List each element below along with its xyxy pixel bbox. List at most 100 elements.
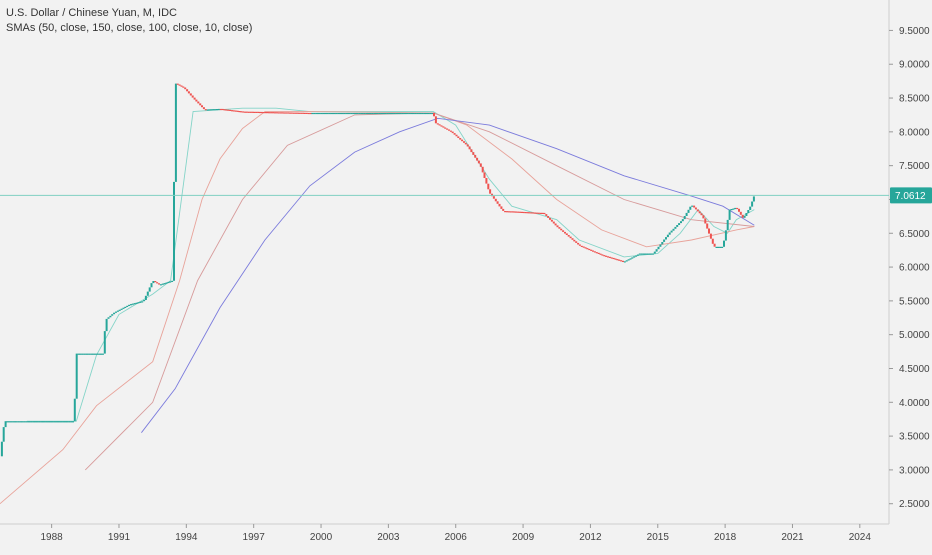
price-candle xyxy=(90,353,93,355)
price-candle xyxy=(521,211,523,213)
symbol-title[interactable]: U.S. Dollar / Chinese Yuan, M, IDC xyxy=(6,7,177,19)
price-candle xyxy=(709,233,712,239)
price-candle xyxy=(700,213,703,216)
price-candle xyxy=(702,215,705,219)
price-candle xyxy=(345,112,348,115)
price-candle xyxy=(496,201,499,204)
price-candle xyxy=(631,257,634,259)
price-candle xyxy=(62,421,65,423)
price-candle xyxy=(607,256,609,258)
price-candle xyxy=(298,112,301,114)
price-candle xyxy=(107,317,110,319)
price-candle xyxy=(449,130,452,132)
price-candle xyxy=(150,283,153,288)
price-candle xyxy=(534,212,536,214)
price-candle xyxy=(470,149,473,153)
price-candle xyxy=(156,282,159,284)
price-candle xyxy=(199,103,202,106)
price-candle xyxy=(586,248,589,250)
price-candle xyxy=(10,421,13,423)
price-candle xyxy=(584,247,587,249)
price-candle xyxy=(502,208,505,211)
price-candle xyxy=(103,331,106,354)
price-candle xyxy=(223,109,226,111)
price-candle xyxy=(738,208,740,212)
price-candle xyxy=(564,231,566,234)
x-tick-label: 2009 xyxy=(512,532,535,543)
price-candle xyxy=(133,303,136,305)
y-tick-label: 2.5000 xyxy=(899,499,930,510)
price-candle xyxy=(17,421,20,423)
price-candle xyxy=(249,111,252,113)
price-candle xyxy=(670,230,673,233)
price-candle xyxy=(595,252,598,254)
price-candle xyxy=(612,257,615,260)
price-candle xyxy=(582,246,585,248)
price-candle xyxy=(378,112,381,115)
price-candle xyxy=(290,112,293,114)
price-candle xyxy=(506,211,508,213)
price-candle xyxy=(25,421,28,423)
price-candle xyxy=(137,302,140,304)
price-candle xyxy=(545,214,548,216)
price-candle xyxy=(4,421,7,428)
y-tick-label: 9.0000 xyxy=(899,60,930,71)
price-candle xyxy=(208,109,211,111)
price-candle xyxy=(367,112,370,115)
price-candle xyxy=(8,421,11,423)
y-tick-label: 4.0000 xyxy=(899,398,930,409)
price-candle xyxy=(464,142,467,145)
price-candle xyxy=(111,314,114,316)
price-candle xyxy=(414,112,417,115)
price-candle xyxy=(45,421,48,423)
price-candle xyxy=(86,353,89,355)
price-candle xyxy=(375,112,377,115)
price-candle xyxy=(229,109,232,111)
price-candle xyxy=(184,87,187,90)
price-candle xyxy=(530,212,533,214)
price-candle xyxy=(474,154,477,158)
price-candle xyxy=(687,209,690,213)
price-candle xyxy=(148,287,151,292)
current-price-badge xyxy=(890,187,932,204)
price-candle xyxy=(275,112,278,114)
price-candle xyxy=(522,211,525,214)
price-candle xyxy=(655,249,658,252)
price-candle xyxy=(646,253,649,255)
price-candle xyxy=(549,217,551,220)
x-tick-label: 2006 xyxy=(445,532,468,543)
price-candle xyxy=(193,97,196,100)
price-candle xyxy=(72,421,74,423)
price-candle xyxy=(676,225,679,227)
price-candle xyxy=(14,421,16,423)
price-candle xyxy=(483,172,486,178)
price-candle xyxy=(651,253,654,255)
price-candle xyxy=(498,203,501,207)
price-candle xyxy=(590,249,593,251)
price-candle xyxy=(603,255,606,257)
price-candle xyxy=(68,421,71,423)
price-candle xyxy=(571,238,574,240)
price-candle xyxy=(98,353,101,355)
price-candle xyxy=(51,421,54,423)
price-candle xyxy=(672,228,675,231)
price-candle xyxy=(633,256,636,258)
price-candle xyxy=(159,284,162,286)
price-candle xyxy=(388,112,391,115)
price-candle xyxy=(216,109,218,111)
price-candle xyxy=(262,112,265,114)
price-candle xyxy=(118,309,121,311)
price-candle xyxy=(105,318,108,332)
price-candle xyxy=(618,259,621,261)
price-candle xyxy=(42,421,44,423)
price-candle xyxy=(698,211,701,214)
price-candle xyxy=(348,112,351,115)
price-candle xyxy=(466,144,469,147)
price-candle xyxy=(43,421,46,423)
price-candle xyxy=(390,112,392,115)
price-candle xyxy=(154,281,157,283)
indicator-label[interactable]: SMAs (50, close, 150, close, 100, close,… xyxy=(6,22,253,34)
price-candle xyxy=(719,246,722,248)
